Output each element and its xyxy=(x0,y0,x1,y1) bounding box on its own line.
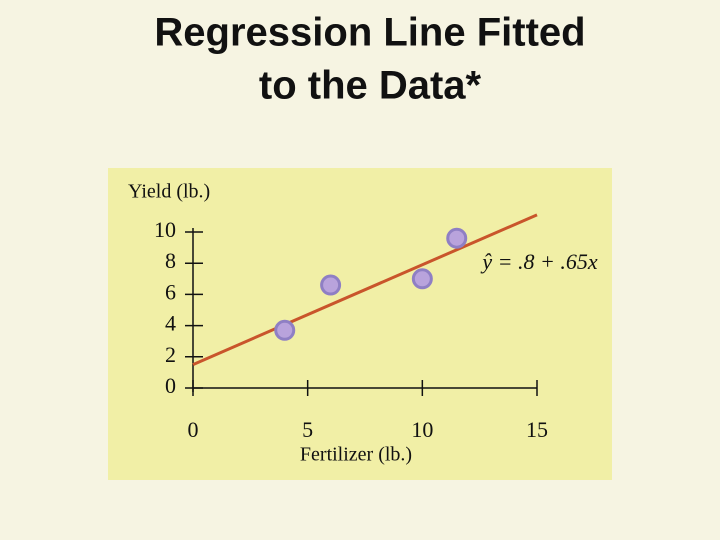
y-axis-label: Yield (lb.) xyxy=(128,181,210,203)
y-tick-label: 4 xyxy=(165,311,176,336)
y-tick-label: 10 xyxy=(154,217,176,242)
x-tick-label: 10 xyxy=(411,417,433,442)
y-tick-label: 2 xyxy=(165,342,176,367)
x-axis-label: Fertilizer (lb.) xyxy=(300,444,412,466)
equation: ŷ = .8 + .65x xyxy=(480,249,597,274)
x-tick-label: 5 xyxy=(302,417,313,442)
x-tick-label: 15 xyxy=(526,417,548,442)
regression-line xyxy=(192,213,538,366)
y-tick-label: 8 xyxy=(165,248,176,273)
title-line: Regression Line Fitted xyxy=(154,11,585,55)
data-point xyxy=(411,268,433,290)
y-tick-label: 0 xyxy=(165,373,176,398)
y-tick-label: 6 xyxy=(165,279,176,304)
x-tick-label: 0 xyxy=(188,417,199,442)
data-point xyxy=(446,227,468,249)
data-point xyxy=(320,274,342,296)
data-point xyxy=(274,319,296,341)
title-line: to the Data* xyxy=(259,64,482,108)
